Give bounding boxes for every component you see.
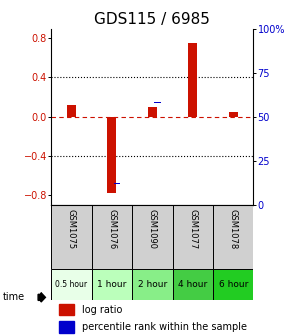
Text: GSM1090: GSM1090: [148, 209, 157, 249]
Bar: [229, 112, 238, 117]
Text: GSM1076: GSM1076: [108, 209, 116, 249]
Title: GDS115 / 6985: GDS115 / 6985: [94, 12, 210, 28]
Bar: [173, 269, 213, 300]
Bar: [148, 107, 157, 117]
Text: 6 hour: 6 hour: [219, 280, 248, 289]
Bar: [59, 304, 74, 315]
Bar: [59, 322, 74, 333]
Text: 1 hour: 1 hour: [97, 280, 127, 289]
Text: 4 hour: 4 hour: [178, 280, 207, 289]
Bar: [67, 105, 76, 117]
Bar: [51, 205, 92, 269]
Text: 2 hour: 2 hour: [138, 280, 167, 289]
Bar: [108, 117, 116, 193]
Bar: [92, 205, 132, 269]
Text: time: time: [3, 292, 25, 302]
Bar: [92, 269, 132, 300]
Bar: [132, 269, 173, 300]
Bar: [213, 269, 253, 300]
Bar: [213, 205, 253, 269]
Text: log ratio: log ratio: [81, 305, 122, 314]
Text: percentile rank within the sample: percentile rank within the sample: [81, 322, 247, 332]
Bar: [51, 269, 92, 300]
Bar: [132, 205, 173, 269]
Text: 0.5 hour: 0.5 hour: [55, 280, 88, 289]
Text: GSM1078: GSM1078: [229, 209, 238, 249]
Text: GSM1077: GSM1077: [188, 209, 197, 249]
Bar: [173, 205, 213, 269]
Text: GSM1075: GSM1075: [67, 209, 76, 249]
Bar: [188, 43, 197, 117]
